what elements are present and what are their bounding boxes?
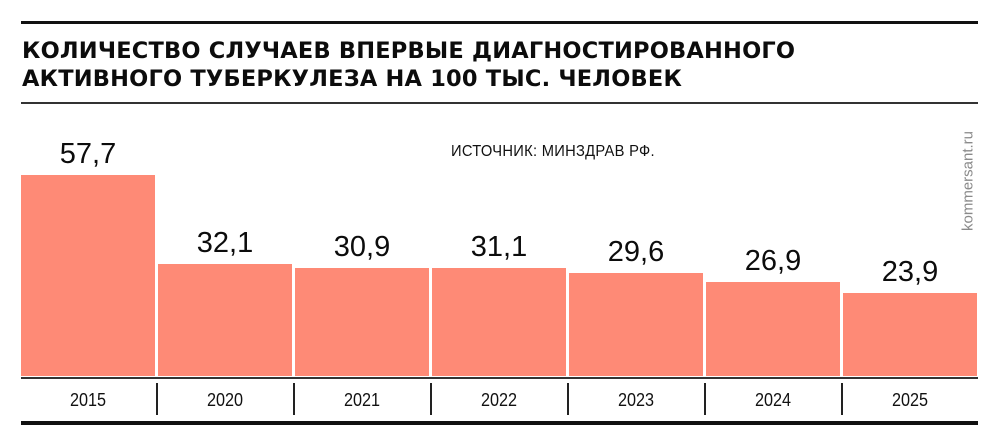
bar-2015	[21, 175, 155, 376]
bar-2025	[843, 292, 977, 376]
top-rule	[21, 21, 978, 24]
axis-separator	[292, 383, 295, 415]
title-divider	[21, 102, 978, 104]
value-label: 26,9	[744, 245, 802, 278]
value-label: 31,1	[470, 230, 528, 263]
bottom-rule	[21, 421, 978, 425]
bar-2020	[158, 264, 292, 376]
brand-text: kommersant.ru	[959, 130, 977, 231]
value-label: 30,9	[333, 231, 391, 264]
chart-title: КОЛИЧЕСТВО СЛУЧАЕВ ВПЕРВЫЕ ДИАГНОСТИРОВА…	[22, 37, 972, 93]
axis-separator	[155, 383, 158, 415]
axis-separator	[703, 383, 706, 415]
x-tick-label: 2022	[480, 390, 518, 410]
bar-2023	[569, 272, 703, 376]
x-tick-label: 2025	[891, 390, 929, 410]
bar-2024	[706, 282, 840, 376]
title-line-2: АКТИВНОГО ТУБЕРКУЛЕЗА НА 100 ТЫС. ЧЕЛОВЕ…	[22, 66, 683, 92]
bar-2021	[295, 268, 429, 376]
brand-watermark: kommersant.ru	[958, 128, 978, 233]
axis-separator	[429, 383, 432, 415]
value-label: 29,6	[607, 235, 665, 268]
value-label: 57,7	[59, 138, 117, 171]
x-axis-line	[21, 377, 978, 379]
bar-2022	[432, 267, 566, 376]
x-tick-label: 2015	[69, 390, 107, 410]
x-tick-label: 2021	[343, 390, 381, 410]
source-note: ИСТОЧНИК: МИНЗДРАВ РФ.	[451, 143, 655, 160]
value-label: 23,9	[881, 255, 939, 288]
x-tick-label: 2020	[206, 390, 244, 410]
x-tick-label: 2024	[754, 390, 792, 410]
axis-separator	[566, 383, 569, 415]
title-line-1: КОЛИЧЕСТВО СЛУЧАЕВ ВПЕРВЫЕ ДИАГНОСТИРОВА…	[22, 38, 796, 64]
value-label: 32,1	[196, 227, 254, 260]
axis-separator	[840, 383, 843, 415]
x-tick-label: 2023	[617, 390, 655, 410]
